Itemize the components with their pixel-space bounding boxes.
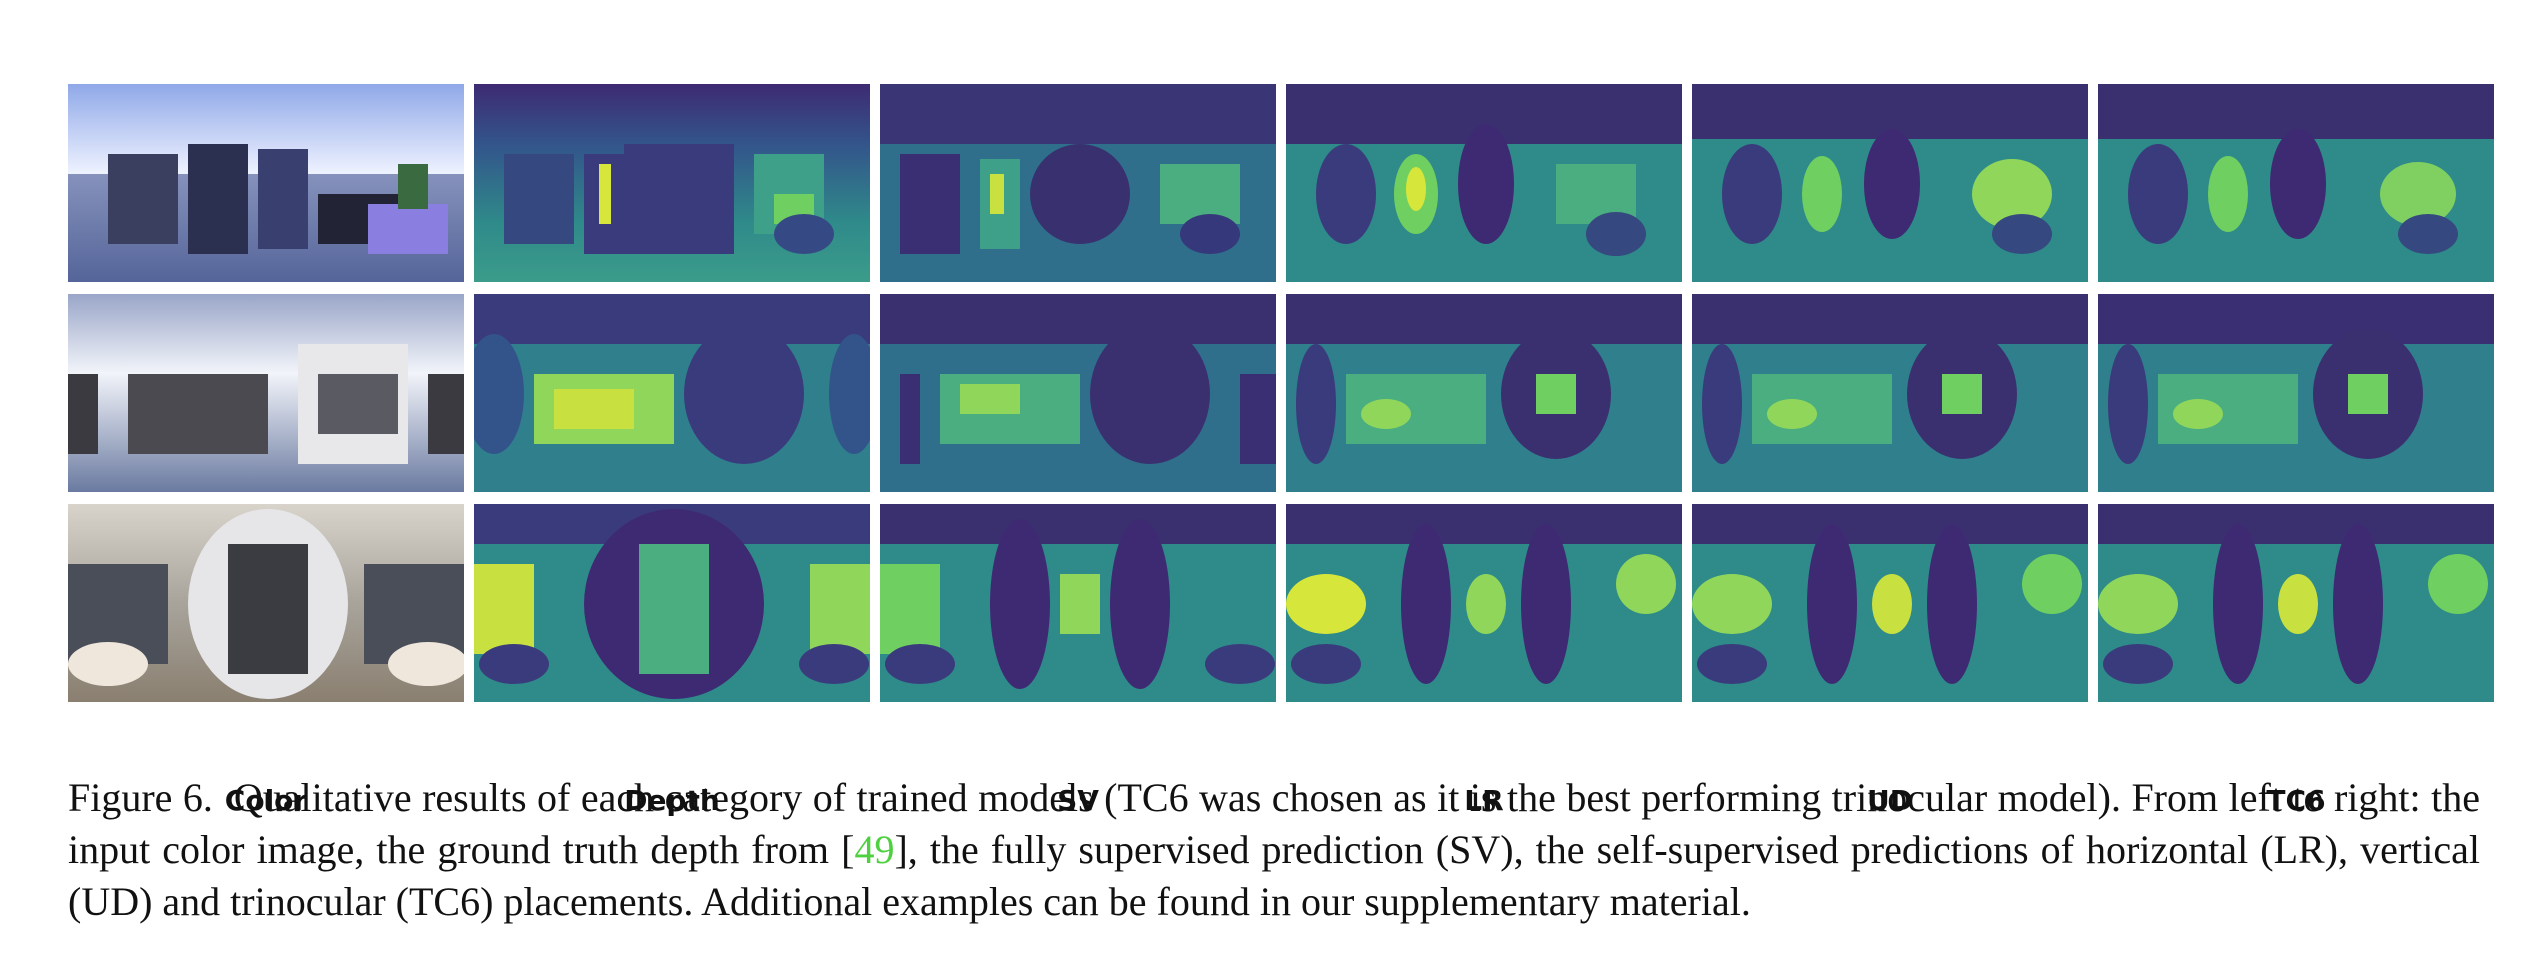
column-label-sv: SV bbox=[1057, 784, 1099, 817]
column-label-tc6: TC6 bbox=[2266, 784, 2326, 817]
color-image-2 bbox=[68, 294, 464, 492]
color-image-1 bbox=[68, 84, 464, 282]
lr-image-1 bbox=[1286, 84, 1682, 282]
color-image-3 bbox=[68, 504, 464, 702]
sv-image-3 bbox=[880, 504, 1276, 702]
column-label-lr: LR bbox=[1464, 784, 1504, 817]
column-label-ud: UD bbox=[1867, 784, 1913, 817]
tc6-image-2 bbox=[2098, 294, 2494, 492]
caption-text-before: Qualitative results of each category of … bbox=[68, 775, 2481, 872]
ud-image-2 bbox=[1692, 294, 2088, 492]
figure-caption: Figure 6. Qualitative results of each ca… bbox=[68, 772, 2480, 928]
citation-link[interactable]: 49 bbox=[854, 827, 895, 872]
depth-image-1 bbox=[474, 84, 870, 282]
sv-image-1 bbox=[880, 84, 1276, 282]
caption-text-after: ], the fully supervised prediction (SV),… bbox=[68, 827, 2481, 924]
caption-label: Figure 6. bbox=[68, 775, 213, 820]
depth-image-3 bbox=[474, 504, 870, 702]
tc6-image-3 bbox=[2098, 504, 2494, 702]
tc6-image-1 bbox=[2098, 84, 2494, 282]
ud-image-3 bbox=[1692, 504, 2088, 702]
depth-image-2 bbox=[474, 294, 870, 492]
column-label-color: Color bbox=[224, 784, 308, 817]
column-label-depth: Depth bbox=[624, 784, 720, 817]
lr-image-3 bbox=[1286, 504, 1682, 702]
lr-image-2 bbox=[1286, 294, 1682, 492]
sv-image-2 bbox=[880, 294, 1276, 492]
ud-image-1 bbox=[1692, 84, 2088, 282]
